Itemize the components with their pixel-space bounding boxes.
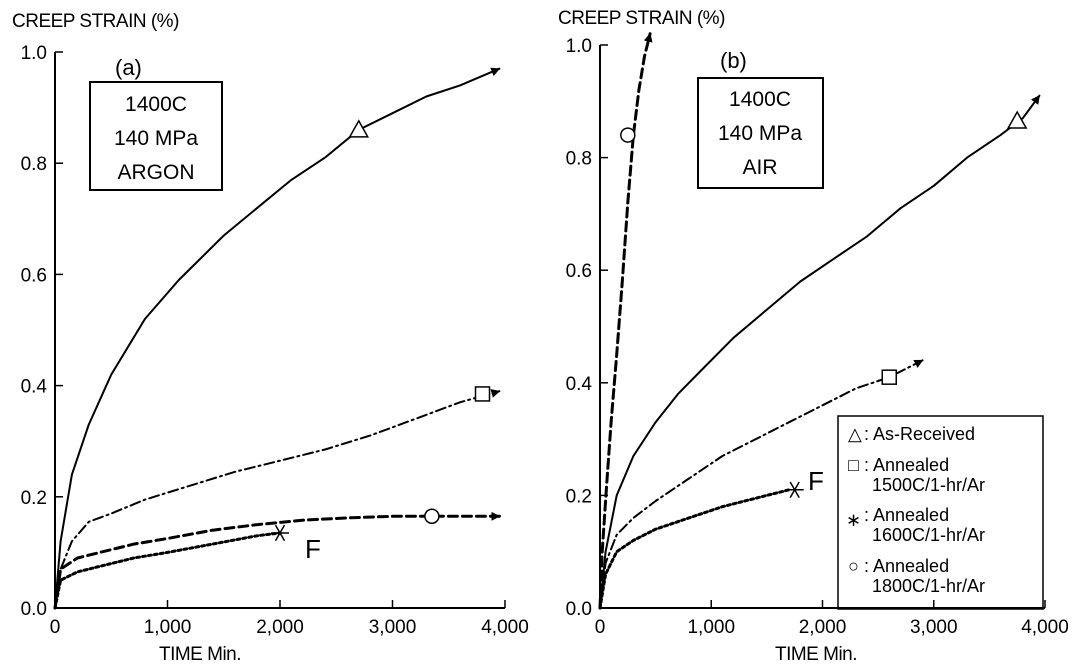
condition-atmosphere-a: ARGON xyxy=(117,161,194,184)
condition-atmosphere-b: AIR xyxy=(742,156,777,179)
series-marker-annealed-1800c-1-hr-ar-a xyxy=(424,508,440,525)
legend-symbol-star: ∗ xyxy=(846,510,861,530)
condition-temperature-b: 1400C xyxy=(729,88,791,111)
series-marker-annealed-1600c-1-hr-ar-b-stroke xyxy=(789,481,800,498)
condition-temperature-a: 1400C xyxy=(125,93,187,116)
series-marker-annealed-1500c-1-hr-ar-a xyxy=(474,386,491,402)
series-marker-annealed-1500c-1-hr-ar-b xyxy=(881,369,897,385)
legend-label-annealed-1500-line2: 1500C/1-hr/Ar xyxy=(872,475,985,495)
panel-label-a: (a) xyxy=(115,55,142,80)
legend-symbol-square: □ xyxy=(848,455,859,475)
x-tick-label-a: 4,000 xyxy=(481,617,529,638)
x-tick-label-b: 3,000 xyxy=(910,617,958,638)
panel-label-b: (b) xyxy=(720,48,747,73)
conditions-box-b xyxy=(697,77,824,189)
x-tick-label-b: 0 xyxy=(595,617,606,638)
legend-entry-annealed-1500: □ : Annealed 1500C/1-hr/Ar xyxy=(848,455,985,495)
chart-panel-b: CREEP STRAIN (%) TIME Min. (b) 1400C 140… xyxy=(558,8,1069,665)
legend-entry-annealed-1800: ○ : Annealed 1800C/1-hr/Ar xyxy=(848,556,985,596)
x-tick-label-b: 4,000 xyxy=(1021,617,1069,638)
chart-panel-a: CREEP STRAIN (%) TIME Min. (a) 1400C 140… xyxy=(12,11,529,665)
legend-box-b xyxy=(837,415,1044,610)
y-tick-label-b: 0.4 xyxy=(566,374,593,395)
failure-label-a: F xyxy=(305,534,321,564)
x-tick-label-a: 2,000 xyxy=(256,617,304,638)
legend-label-annealed-1600-line1: : Annealed xyxy=(864,505,949,525)
legend-symbol-circle: ○ xyxy=(848,556,859,576)
series-marker-annealed-1600c-1-hr-ar-b xyxy=(785,481,804,498)
legend-entry-as-received: △ : As-Received xyxy=(848,424,975,444)
series-line-annealed-1800c-1-hr-ar-a xyxy=(53,511,501,610)
legend-b: △ : As-Received □ : Annealed 1500C/1-hr/… xyxy=(837,415,1044,610)
conditions-box-a xyxy=(89,81,223,191)
legend-entry-annealed-1600: ∗ : Annealed 1600C/1-hr/Ar xyxy=(846,505,985,545)
series-line-annealed-1800c-1-hr-ar-b xyxy=(598,32,653,610)
legend-symbol-triangle: △ xyxy=(848,424,862,444)
series-line-annealed-1500c-1-hr-ar-a xyxy=(54,389,501,609)
legend-label-annealed-1800-line2: 1800C/1-hr/Ar xyxy=(872,576,985,596)
series-marker-annealed-1600c-1-hr-ar-a xyxy=(271,524,289,542)
series-marker-annealed-1600c-1-hr-ar-a-stroke xyxy=(274,524,286,542)
y-tick-label-b: 1.0 xyxy=(566,36,592,57)
y-tick-label-b: 0.0 xyxy=(566,599,592,620)
legend-label-annealed-1600-line2: 1600C/1-hr/Ar xyxy=(872,525,985,545)
failure-label-b: F xyxy=(808,466,824,496)
x-tick-label-b: 2,000 xyxy=(799,617,847,638)
x-tick-label-a: 1,000 xyxy=(144,617,192,638)
y-tick-label-a: 1.0 xyxy=(21,43,47,64)
series-marker-as-received-a xyxy=(348,119,370,138)
series-line-as-received-a xyxy=(54,67,501,609)
y-axis-title-a: CREEP STRAIN (%) xyxy=(12,11,179,32)
series-line-annealed-1600c-1-hr-ar-b xyxy=(598,488,791,610)
condition-stress-b: 140 MPa xyxy=(718,122,802,145)
y-tick-label-a: 0.2 xyxy=(21,488,47,509)
x-tick-label-b: 1,000 xyxy=(687,617,735,638)
y-tick-label-a: 0.8 xyxy=(21,154,47,175)
x-tick-label-a: 0 xyxy=(50,617,61,638)
y-tick-label-a: 0.0 xyxy=(21,599,47,620)
condition-stress-a: 140 MPa xyxy=(114,127,198,150)
series-line-annealed-1600c-1-hr-ar-a xyxy=(53,531,282,610)
series-marker-annealed-1800c-1-hr-ar-b xyxy=(620,127,636,143)
legend-label-as-received: : As-Received xyxy=(864,424,975,444)
x-tick-label-a: 3,000 xyxy=(369,617,417,638)
series-line-annealed-1500c-1-hr-ar-b xyxy=(599,359,924,609)
series-line-as-received-b xyxy=(599,94,1041,609)
x-axis-title-a: TIME Min. xyxy=(159,644,241,665)
series-marker-as-received-b xyxy=(1006,110,1028,129)
y-tick-label-b: 0.6 xyxy=(566,261,592,282)
x-axis-title-b: TIME Min. xyxy=(775,644,857,665)
y-tick-label-b: 0.2 xyxy=(566,486,592,507)
legend-label-annealed-1800-line1: : Annealed xyxy=(864,556,949,576)
y-tick-label-a: 0.4 xyxy=(21,377,48,398)
y-tick-label-b: 0.8 xyxy=(566,149,592,170)
legend-label-annealed-1500-line1: : Annealed xyxy=(864,455,949,475)
y-axis-title-b: CREEP STRAIN (%) xyxy=(558,8,725,29)
y-tick-label-a: 0.6 xyxy=(21,265,47,286)
